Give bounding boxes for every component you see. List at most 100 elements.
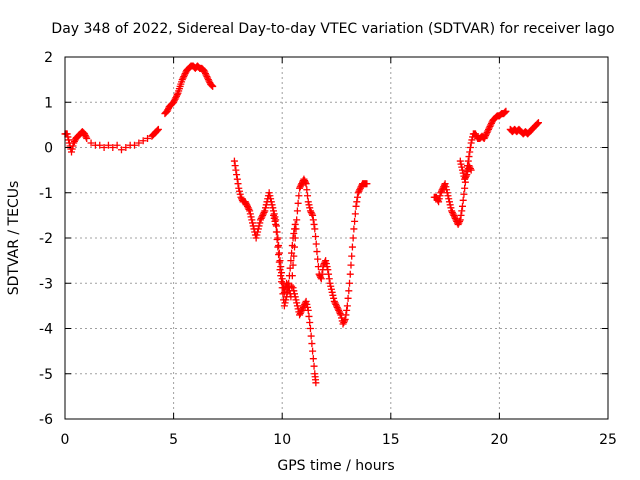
data-point: [346, 270, 354, 278]
data-point: [330, 297, 338, 305]
data-point: [330, 294, 338, 302]
data-point: [172, 92, 180, 100]
data-point: [202, 71, 210, 79]
data-point: [464, 157, 472, 165]
data-point: [310, 220, 318, 228]
data-point: [353, 193, 361, 201]
data-point: [450, 211, 458, 219]
data-point: [354, 189, 362, 197]
data-point: [466, 144, 474, 151]
data-point: [344, 294, 352, 302]
data-point: [289, 234, 297, 242]
y-tick-label: -2: [39, 231, 53, 247]
data-point: [104, 141, 112, 149]
data-point: [436, 192, 444, 200]
data-point: [153, 127, 161, 135]
data-point: [346, 279, 354, 287]
data-point: [170, 98, 178, 106]
data-point: [201, 70, 209, 78]
data-point: [466, 165, 474, 173]
data-point: [353, 198, 361, 206]
data-point: [343, 302, 351, 310]
data-point: [243, 202, 251, 210]
data-point: [482, 131, 490, 139]
data-point: [309, 347, 317, 355]
data-point: [277, 269, 285, 277]
data-point: [301, 177, 309, 185]
data-point: [350, 225, 358, 233]
data-point: [272, 228, 280, 236]
data-point: [347, 261, 355, 269]
data-point: [447, 204, 455, 212]
data-point: [297, 181, 305, 189]
data-point: [467, 166, 475, 174]
data-point: [463, 171, 471, 179]
data-point: [204, 76, 212, 84]
data-point: [293, 299, 301, 307]
data-point: [457, 211, 465, 219]
data-point: [309, 355, 317, 363]
data-point: [83, 134, 91, 142]
data-point: [448, 207, 456, 215]
data-point: [284, 284, 292, 292]
data-point: [282, 296, 290, 304]
series: [230, 157, 371, 387]
data-point: [314, 263, 322, 271]
data-point: [482, 130, 490, 138]
data-point: [201, 68, 209, 76]
data-point: [270, 211, 278, 219]
data-point: [64, 133, 72, 141]
data-point: [259, 211, 267, 219]
data-point: [314, 255, 322, 263]
data-point: [279, 290, 287, 298]
data-point: [297, 308, 305, 316]
data-point: [307, 332, 315, 340]
data-point: [286, 264, 294, 272]
data-point: [242, 199, 250, 207]
data-point: [324, 266, 332, 274]
data-point: [301, 178, 309, 186]
data-point: [231, 162, 239, 170]
data-point: [81, 131, 89, 139]
data-point: [288, 249, 296, 257]
data-point: [254, 228, 262, 236]
data-point: [247, 213, 255, 221]
data-point: [321, 258, 329, 266]
data-point: [448, 208, 456, 216]
data-point: [486, 122, 494, 130]
data-point: [283, 288, 291, 296]
data-point: [483, 128, 491, 136]
data-point: [283, 293, 291, 301]
data-point: [276, 257, 284, 265]
data-point: [336, 309, 344, 317]
data-point: [304, 198, 312, 206]
data-point: [484, 127, 492, 135]
data-point: [487, 121, 495, 129]
data-point: [269, 204, 277, 212]
data-point: [96, 141, 104, 149]
data-point: [180, 71, 188, 79]
data-point: [306, 325, 314, 332]
data-point: [305, 201, 313, 209]
series: [430, 107, 510, 228]
data-point: [296, 311, 304, 319]
data-point: [456, 216, 464, 224]
data-point: [209, 82, 217, 90]
data-point: [65, 136, 73, 144]
data-point: [533, 120, 541, 128]
data-point: [306, 318, 314, 326]
data-point: [237, 193, 245, 201]
data-point: [271, 217, 279, 225]
data-point: [301, 299, 309, 307]
x-tick-label: 15: [382, 432, 400, 448]
data-point: [435, 198, 443, 206]
data-point: [292, 296, 300, 304]
data-point: [352, 202, 360, 210]
data-point: [285, 279, 293, 287]
data-point: [348, 243, 356, 251]
data-point: [163, 107, 171, 115]
data-point: [318, 270, 326, 278]
data-point: [235, 187, 243, 195]
y-tick-label: 2: [44, 50, 53, 66]
series: [161, 62, 217, 118]
